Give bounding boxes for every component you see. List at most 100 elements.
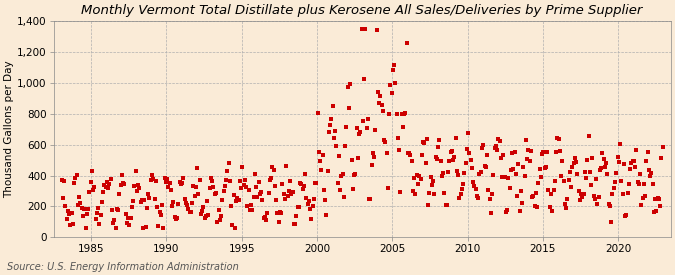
Point xyxy=(482,153,493,157)
Point xyxy=(326,117,337,121)
Point xyxy=(104,182,115,187)
Point xyxy=(202,199,213,203)
Point xyxy=(348,186,358,191)
Point xyxy=(132,189,142,193)
Point xyxy=(103,186,113,191)
Point xyxy=(262,210,273,215)
Point xyxy=(468,179,479,184)
Point xyxy=(215,214,226,218)
Point xyxy=(627,159,638,163)
Point xyxy=(186,210,196,214)
Point xyxy=(586,183,597,187)
Point xyxy=(406,159,417,163)
Point xyxy=(95,213,106,217)
Point xyxy=(311,181,322,185)
Point xyxy=(421,137,432,142)
Point xyxy=(307,204,318,208)
Point xyxy=(510,172,521,176)
Point xyxy=(545,192,556,197)
Point xyxy=(272,211,283,215)
Point xyxy=(306,217,317,222)
Point xyxy=(526,148,537,153)
Point xyxy=(119,182,130,186)
Point xyxy=(133,183,144,187)
Point xyxy=(456,187,467,192)
Point xyxy=(375,94,386,99)
Point xyxy=(182,203,192,207)
Point xyxy=(392,112,402,117)
Point xyxy=(472,193,483,198)
Point xyxy=(528,194,539,198)
Point xyxy=(369,155,379,160)
Point xyxy=(409,176,420,181)
Point xyxy=(508,167,519,171)
Point xyxy=(454,196,465,200)
Point xyxy=(535,175,546,180)
Point xyxy=(69,181,80,186)
Point xyxy=(254,192,265,197)
Point xyxy=(520,138,531,142)
Point xyxy=(424,191,435,195)
Point xyxy=(500,175,510,179)
Point xyxy=(232,196,243,201)
Point xyxy=(105,177,116,182)
Point xyxy=(129,184,140,189)
Point xyxy=(615,142,626,146)
Point xyxy=(269,167,279,172)
Point xyxy=(198,205,209,209)
Point xyxy=(385,83,396,87)
Point xyxy=(302,202,313,207)
Point xyxy=(474,172,485,176)
Point xyxy=(606,220,617,224)
Point xyxy=(286,192,297,196)
Point xyxy=(215,218,225,222)
Point xyxy=(360,27,371,31)
Point xyxy=(111,206,122,211)
Point xyxy=(523,147,534,152)
Point xyxy=(452,169,462,173)
Point xyxy=(637,196,648,200)
Point xyxy=(611,171,622,175)
Point xyxy=(574,198,585,203)
Point xyxy=(642,150,653,154)
Point xyxy=(92,206,103,211)
Point xyxy=(79,207,90,211)
Point xyxy=(483,188,493,192)
Point xyxy=(155,213,166,218)
Point xyxy=(429,191,439,196)
Point xyxy=(320,198,331,202)
Point xyxy=(184,210,195,214)
Point xyxy=(162,177,173,181)
Point xyxy=(419,141,430,145)
Point xyxy=(308,197,319,202)
Point xyxy=(136,198,147,202)
Point xyxy=(371,28,382,32)
Point xyxy=(602,172,613,176)
Point xyxy=(506,168,516,172)
Point xyxy=(213,207,224,212)
Point xyxy=(259,216,269,221)
Point xyxy=(130,168,141,173)
Point xyxy=(113,208,124,212)
Point xyxy=(526,194,537,199)
Point xyxy=(464,151,475,156)
Point xyxy=(389,63,400,68)
Point xyxy=(577,195,588,200)
Point xyxy=(400,111,411,116)
Point xyxy=(145,178,156,182)
Point xyxy=(504,185,515,190)
Point xyxy=(491,148,502,153)
Point xyxy=(479,164,490,168)
Point xyxy=(243,188,254,192)
Point xyxy=(636,203,647,207)
Point xyxy=(439,191,450,195)
Point xyxy=(430,155,441,159)
Point xyxy=(595,167,605,172)
Point xyxy=(470,187,481,191)
Point xyxy=(610,180,620,184)
Point xyxy=(57,196,68,200)
Point xyxy=(68,222,78,226)
Point xyxy=(567,165,578,169)
Point xyxy=(338,172,348,176)
Point xyxy=(386,90,397,95)
